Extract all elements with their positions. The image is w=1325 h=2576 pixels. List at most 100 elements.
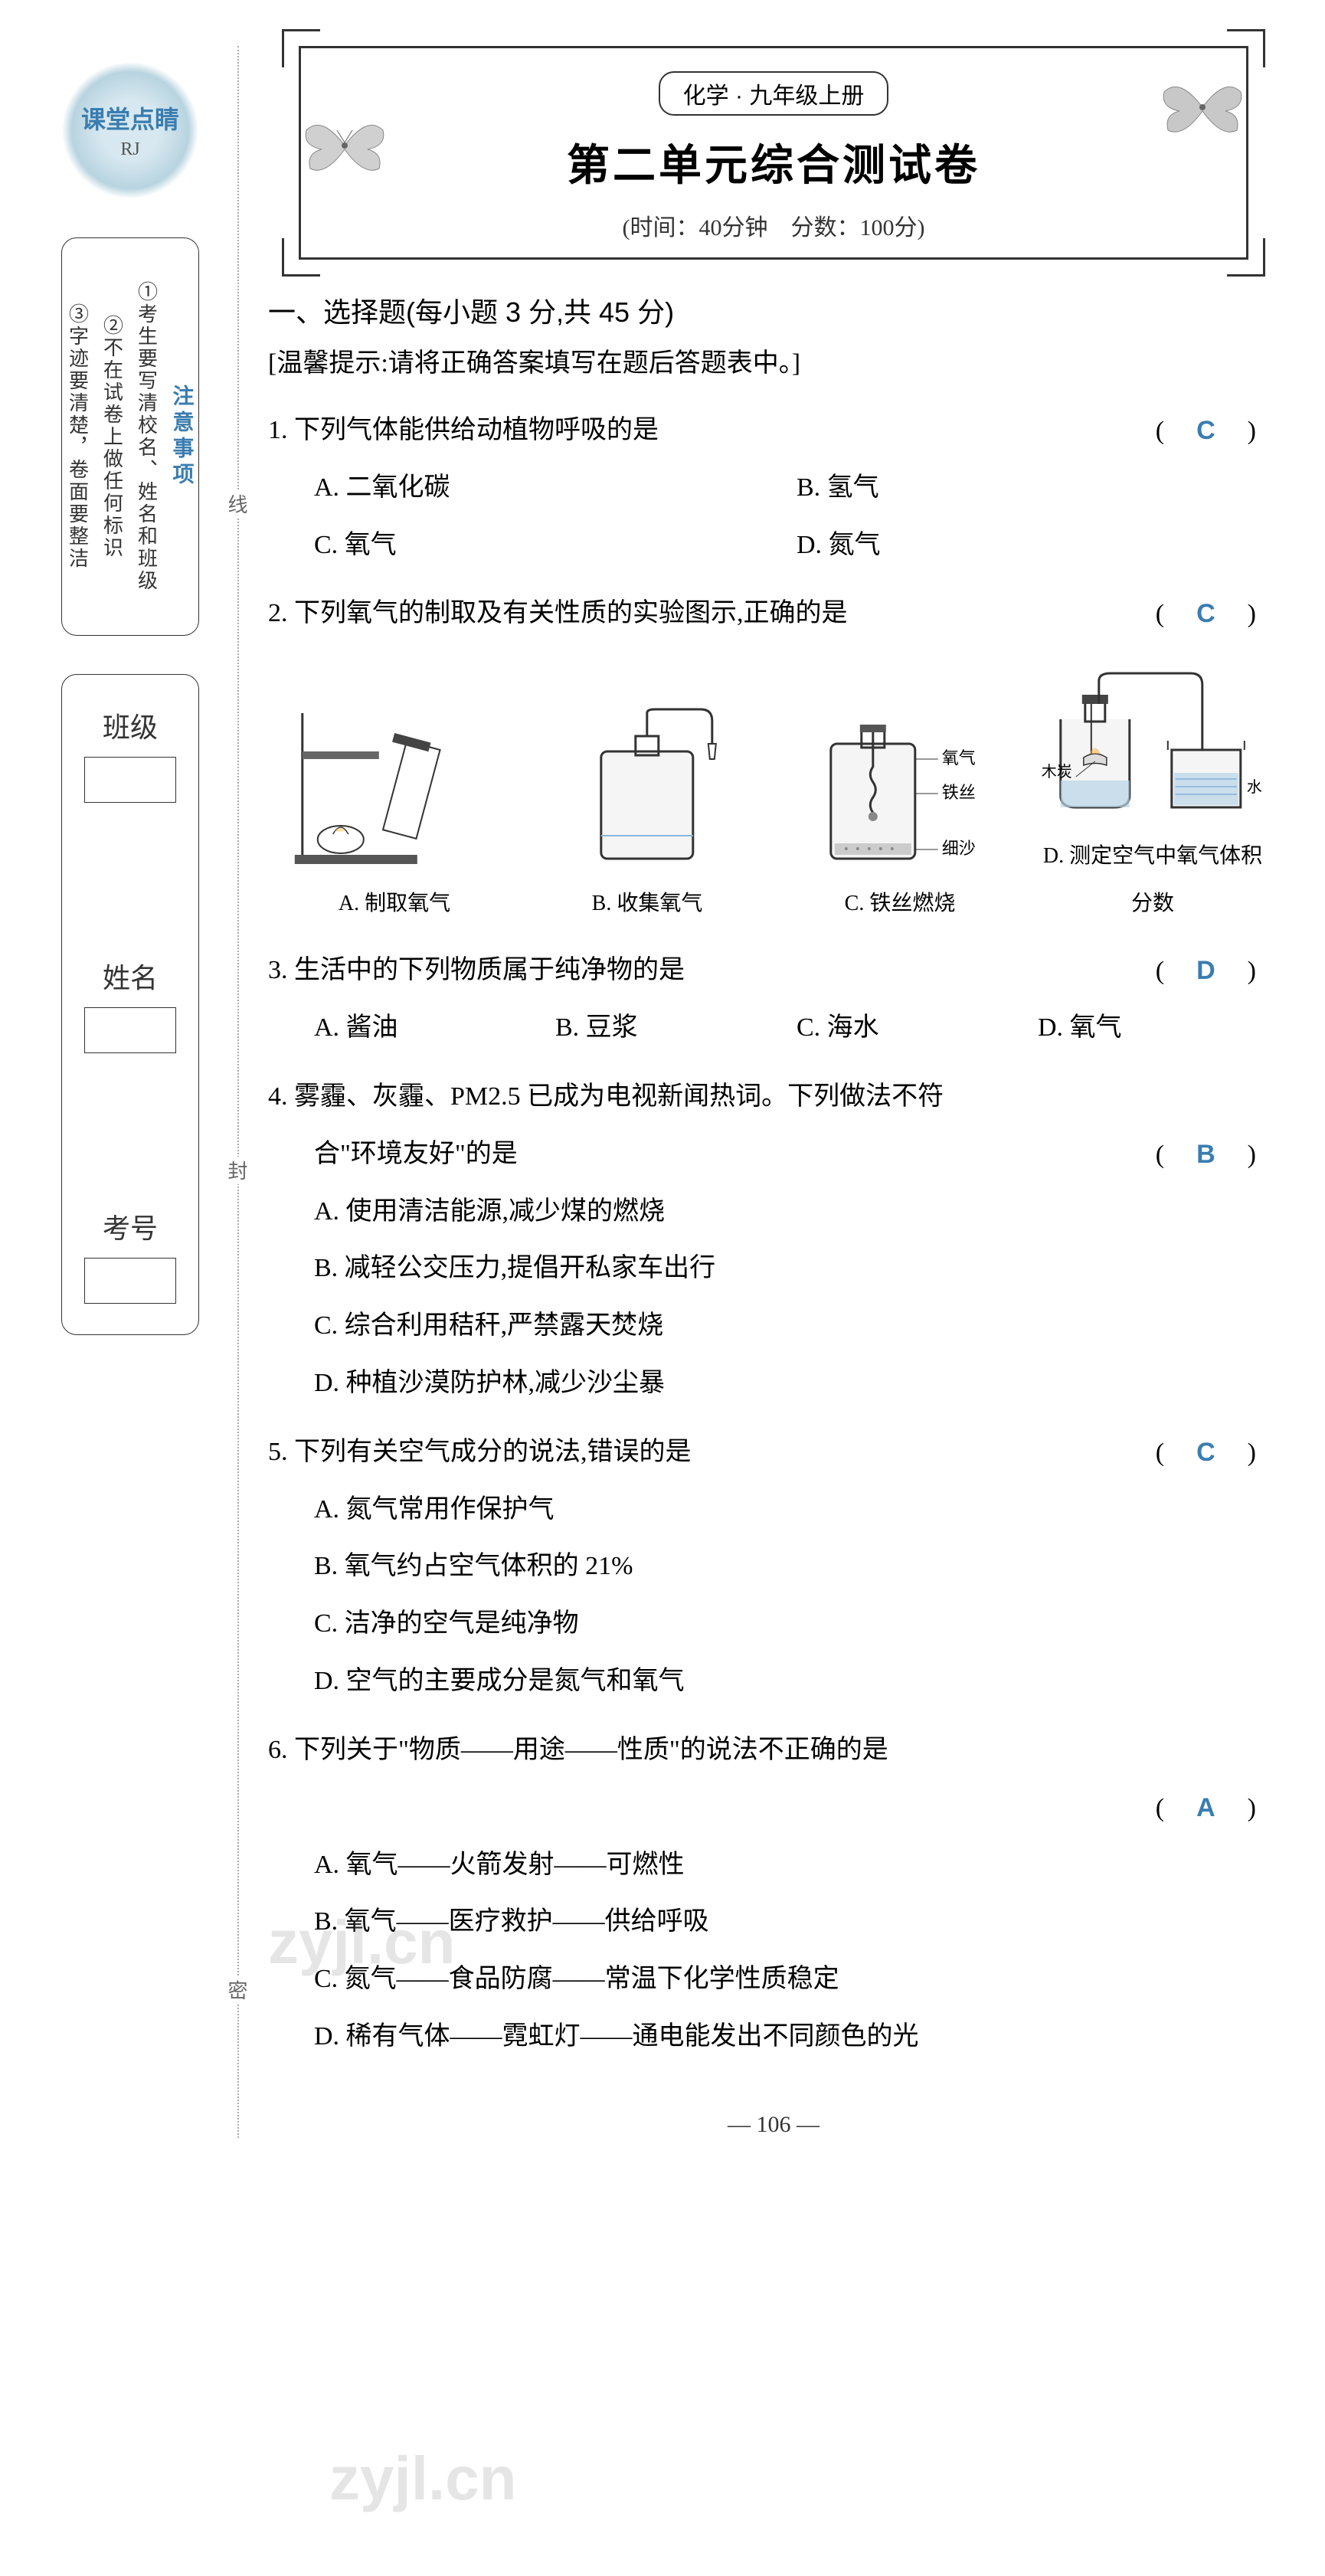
instruction-item: ③字迹要清楚，卷面要整洁 xyxy=(64,303,92,570)
butterfly-icon xyxy=(1157,69,1248,146)
figure-caption: C. 铁丝燃烧 xyxy=(845,880,956,928)
header-frame: 化学 · 九年级上册 第二单元综合测试卷 (时间：40分钟 分数：100分) xyxy=(299,46,1248,260)
number-field: 考号 xyxy=(77,1206,183,1304)
svg-text:氧气: 氧气 xyxy=(942,748,976,768)
option: D. 稀有气体——霓虹灯——通电能发出不同颜色的光 xyxy=(314,2008,1279,2066)
logo-text: 课堂点睛 xyxy=(81,100,179,136)
main-content: 线 封 密 化学 · 九年级上册 第二单元综合测试卷 (时间：40分钟 分数：1… xyxy=(237,46,1279,2138)
test-info: (时间：40分钟 分数：100分) xyxy=(332,208,1215,242)
name-label: 姓名 xyxy=(103,956,158,996)
instructions-box: ③字迹要清楚，卷面要整洁 ②不在试卷上做任何标识 ①考生要写清校名、姓名和班级 … xyxy=(61,237,199,636)
class-field: 班级 xyxy=(77,705,183,803)
question-6: 6. 下列关于"物质——用途——性质"的说法不正确的是 ( A ) A. 氧气—… xyxy=(268,1722,1279,2066)
option: D. 种植沙漠防护林,减少沙尘暴 xyxy=(314,1355,1279,1412)
name-blank[interactable] xyxy=(84,1007,176,1053)
question-text: 1. 下列气体能供给动植物呼吸的是 xyxy=(268,402,1279,460)
option: C. 海水 xyxy=(797,1000,1038,1057)
option: B. 氧气约占空气体积的 21% xyxy=(314,1538,1279,1596)
question-text: 6. 下列关于"物质——用途——性质"的说法不正确的是 xyxy=(268,1722,1279,1779)
question-text-line1: 4. 雾霾、灰霾、PM2.5 已成为电视新闻热词。下列做法不符 xyxy=(268,1082,944,1111)
question-1: 1. 下列气体能供给动植物呼吸的是 ( C ) A. 二氧化碳 B. 氢气 C.… xyxy=(268,402,1279,574)
figure-row: A. 制取氧气 B. 收集氧气 xyxy=(268,658,1279,927)
svg-text:水: 水 xyxy=(1247,778,1262,796)
watermark: zyjl.cn xyxy=(329,2443,517,2514)
logo-badge: 课堂点睛 RJ xyxy=(61,61,199,199)
question-3: 3. 生活中的下列物质属于纯净物的是 ( D ) A. 酱油 B. 豆浆 C. … xyxy=(268,942,1279,1057)
option: B. 氧气——医疗救护——供给呼吸 xyxy=(314,1894,1279,1951)
number-blank[interactable] xyxy=(84,1258,176,1304)
figure-caption: D. 测定空气中氧气体积分数 xyxy=(1036,833,1269,927)
butterfly-icon xyxy=(299,107,391,184)
class-label: 班级 xyxy=(103,705,158,745)
svg-text:木炭: 木炭 xyxy=(1042,763,1072,781)
question-text: 2. 下列氧气的制取及有关性质的实验图示,正确的是 xyxy=(268,585,1279,643)
option: D. 氮气 xyxy=(797,517,1279,574)
fold-label-2: 封 xyxy=(222,1157,250,1184)
header-section: 化学 · 九年级上册 第二单元综合测试卷 (时间：40分钟 分数：100分) xyxy=(268,46,1279,260)
answer-blank: ( C ) xyxy=(1156,585,1256,643)
figure-c: 氧气 铁丝 细沙 C. 铁丝燃烧 xyxy=(784,705,1016,928)
option: C. 氧气 xyxy=(314,517,797,574)
option: A. 二氧化碳 xyxy=(314,460,797,517)
answer-letter: C xyxy=(1190,1438,1222,1467)
option: A. 氮气常用作保护气 xyxy=(314,1481,1279,1539)
question-4: 4. 雾霾、灰霾、PM2.5 已成为电视新闻热词。下列做法不符 合"环境友好"的… xyxy=(268,1069,1279,1412)
name-field: 姓名 xyxy=(77,956,183,1053)
corner-decoration xyxy=(282,238,320,277)
fold-label-1: 线 xyxy=(222,490,250,518)
answer-blank: ( C ) xyxy=(1156,402,1256,460)
figure-d: 木炭 水 D. 测定空气中氧气体积分数 xyxy=(1036,658,1269,927)
svg-text:细沙: 细沙 xyxy=(942,839,976,858)
sidebar: 课堂点睛 RJ ③字迹要清楚，卷面要整洁 ②不在试卷上做任何标识 ①考生要写清校… xyxy=(46,46,214,2138)
class-blank[interactable] xyxy=(84,757,176,803)
question-text: 5. 下列有关空气成分的说法,错误的是 xyxy=(268,1424,1279,1481)
fold-label-3: 密 xyxy=(222,1976,250,2004)
apparatus-c-icon: 氧气 铁丝 细沙 xyxy=(784,705,1016,874)
instruction-item: ②不在试卷上做任何标识 xyxy=(98,315,126,559)
answer-blank: ( A ) xyxy=(1156,1779,1256,1838)
apparatus-d-icon: 木炭 水 xyxy=(1036,658,1269,826)
option: B. 减轻公交压力,提倡开私家车出行 xyxy=(314,1240,1279,1298)
question-text: 3. 生活中的下列物质属于纯净物的是 xyxy=(268,942,1279,1000)
subject-badge: 化学 · 九年级上册 xyxy=(659,71,889,116)
answer-letter: B xyxy=(1190,1140,1222,1169)
apparatus-a-icon xyxy=(278,705,511,874)
figure-a: A. 制取氧气 xyxy=(278,705,511,928)
answer-letter: A xyxy=(1190,1793,1222,1822)
logo-subtitle: RJ xyxy=(120,139,139,160)
answer-blank: ( B ) xyxy=(1156,1126,1256,1184)
figure-caption: B. 收集氧气 xyxy=(592,880,703,928)
option: A. 氧气——火箭发射——可燃性 xyxy=(314,1837,1279,1894)
page-number: — 106 — xyxy=(268,2112,1279,2138)
instructions-label: 注意事项 xyxy=(167,385,198,489)
answer-letter: C xyxy=(1190,599,1222,628)
figure-caption: A. 制取氧气 xyxy=(339,880,450,928)
section-title: 一、选择题(每小题 3 分,共 45 分) xyxy=(268,290,1279,330)
corner-decoration xyxy=(1227,29,1265,67)
number-label: 考号 xyxy=(103,1206,158,1246)
option: C. 综合利用秸秆,严禁露天焚烧 xyxy=(314,1298,1279,1355)
option: A. 酱油 xyxy=(314,1000,555,1057)
section-hint: [温馨提示:请将正确答案填写在题后答题表中。] xyxy=(268,342,1279,379)
answer-letter: C xyxy=(1190,416,1222,445)
option: C. 氮气——食品防腐——常温下化学性质稳定 xyxy=(314,1951,1279,2008)
question-2: 2. 下列氧气的制取及有关性质的实验图示,正确的是 ( C ) A. 制取氧气 xyxy=(268,585,1279,927)
student-info-box: 班级 姓名 考号 xyxy=(61,674,199,1335)
option: A. 使用清洁能源,减少煤的燃烧 xyxy=(314,1183,1279,1241)
option: D. 氧气 xyxy=(1038,1000,1279,1057)
answer-blank: ( C ) xyxy=(1156,1424,1256,1482)
question-text-line2: 合"环境友好"的是 xyxy=(268,1126,1279,1183)
question-5: 5. 下列有关空气成分的说法,错误的是 ( C ) A. 氮气常用作保护气 B.… xyxy=(268,1424,1279,1710)
answer-letter: D xyxy=(1190,956,1222,985)
svg-text:铁丝: 铁丝 xyxy=(942,783,976,802)
apparatus-b-icon xyxy=(531,705,764,874)
answer-blank: ( D ) xyxy=(1156,942,1256,1000)
figure-b: B. 收集氧气 xyxy=(531,705,764,928)
option: B. 氢气 xyxy=(797,460,1279,517)
test-title: 第二单元综合测试卷 xyxy=(332,131,1215,193)
instruction-item: ①考生要写清校名、姓名和班级 xyxy=(132,281,161,592)
option: C. 洁净的空气是纯净物 xyxy=(314,1596,1279,1653)
corner-decoration xyxy=(282,29,320,67)
corner-decoration xyxy=(1227,238,1265,277)
option: B. 豆浆 xyxy=(555,1000,797,1057)
